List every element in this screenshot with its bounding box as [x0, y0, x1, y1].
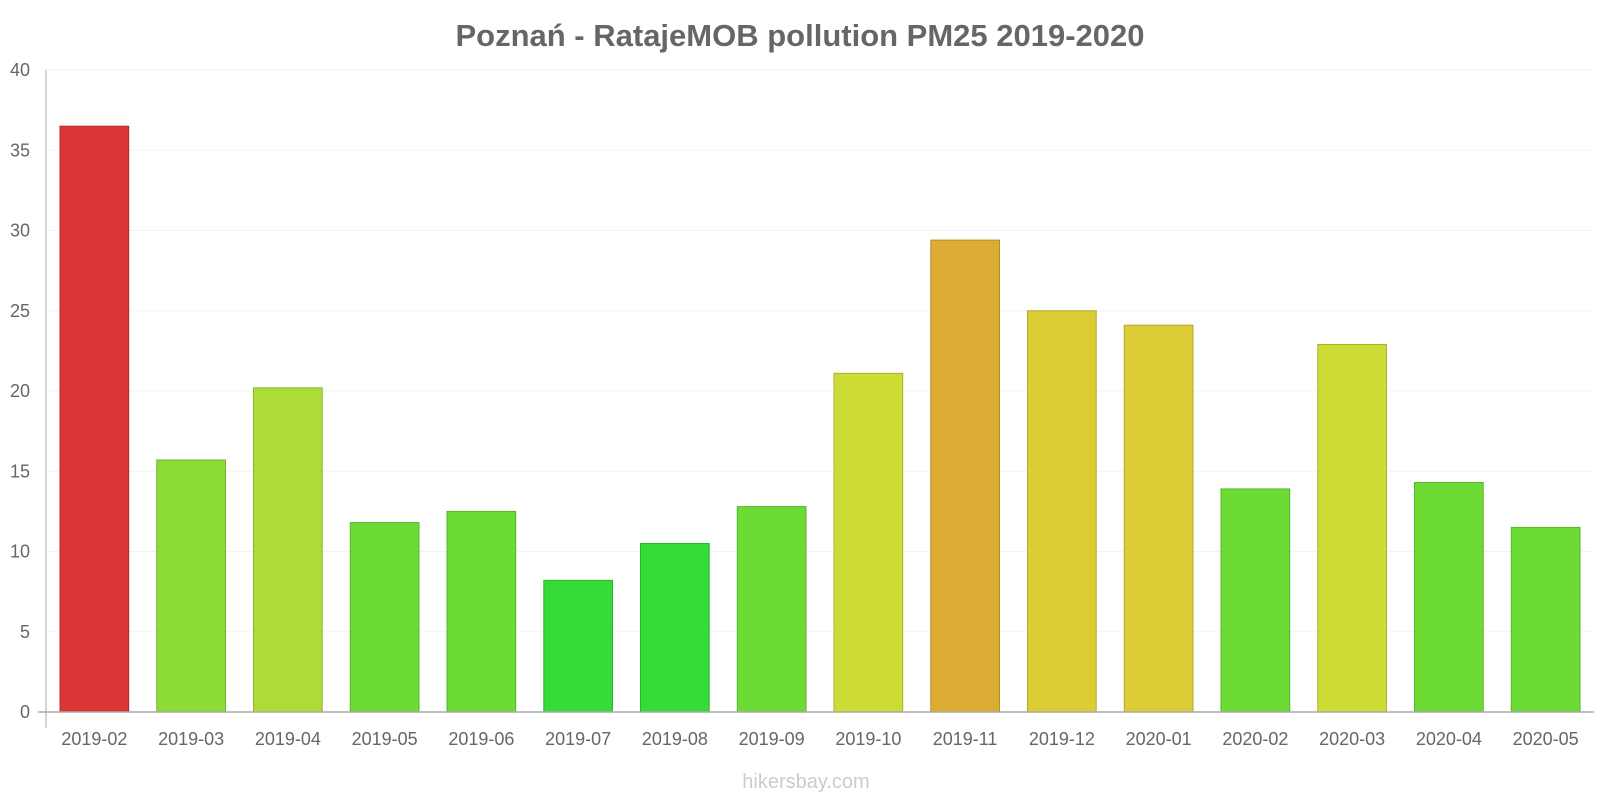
y-tick-label: 30 — [10, 221, 30, 241]
bar-2019-09 — [736, 506, 807, 713]
bar-2019-10 — [833, 372, 904, 713]
bar-2019-05 — [349, 522, 420, 713]
bar-2019-11 — [930, 239, 1000, 713]
bar-2019-02 — [59, 125, 130, 713]
bar-2019-08 — [640, 543, 710, 713]
bar-2020-03 — [1317, 344, 1388, 713]
bar-2019-03 — [156, 459, 226, 713]
y-tick-label: 5 — [20, 622, 30, 642]
x-tick-label: 2020-05 — [1513, 729, 1579, 749]
x-tick-label: 2019-09 — [739, 729, 805, 749]
x-tick-label: 2019-12 — [1029, 729, 1095, 749]
axes — [38, 70, 1594, 728]
x-tick-label: 2019-03 — [158, 729, 224, 749]
bar-2020-04 — [1414, 482, 1484, 713]
chart-title: Poznań - RatajeMOB pollution PM25 2019-2… — [455, 18, 1144, 53]
y-tick-label: 20 — [10, 381, 30, 401]
y-tick-label: 0 — [20, 702, 30, 722]
x-tick-label: 2019-11 — [933, 729, 998, 749]
bar-2019-07 — [543, 579, 613, 713]
x-tick-label: 2020-02 — [1222, 729, 1288, 749]
bar-2019-06 — [446, 510, 517, 713]
bars — [59, 125, 1581, 713]
y-tick-label: 25 — [10, 301, 30, 321]
x-tick-label: 2020-01 — [1126, 729, 1192, 749]
x-tick-label: 2019-08 — [642, 729, 708, 749]
bar-2019-12 — [1027, 310, 1097, 713]
x-tick-label: 2019-05 — [352, 729, 418, 749]
x-tick-label: 2020-03 — [1319, 729, 1385, 749]
bar-2020-05 — [1510, 526, 1581, 713]
x-tick-label: 2019-02 — [61, 729, 127, 749]
bar-2020-02 — [1220, 488, 1291, 713]
y-axis-ticks: 0 5 10 15 20 25 30 35 40 — [10, 60, 30, 722]
y-tick-label: 15 — [10, 461, 30, 481]
x-axis-ticks: 2019-02 2019-03 2019-04 2019-05 2019-06 2019-… — [61, 729, 1578, 749]
x-tick-label: 2019-10 — [835, 729, 901, 749]
x-tick-label: 2019-06 — [448, 729, 514, 749]
footer-watermark: hikersbay.com — [742, 771, 869, 793]
x-tick-label: 2019-04 — [255, 729, 321, 749]
y-tick-label: 10 — [10, 542, 30, 562]
y-tick-label: 40 — [10, 60, 30, 80]
bar-2019-04 — [253, 387, 323, 713]
x-tick-label: 2020-04 — [1416, 729, 1482, 749]
x-tick-label: 2019-07 — [545, 729, 611, 749]
bar-2020-01 — [1123, 324, 1194, 713]
y-tick-label: 35 — [10, 140, 30, 160]
